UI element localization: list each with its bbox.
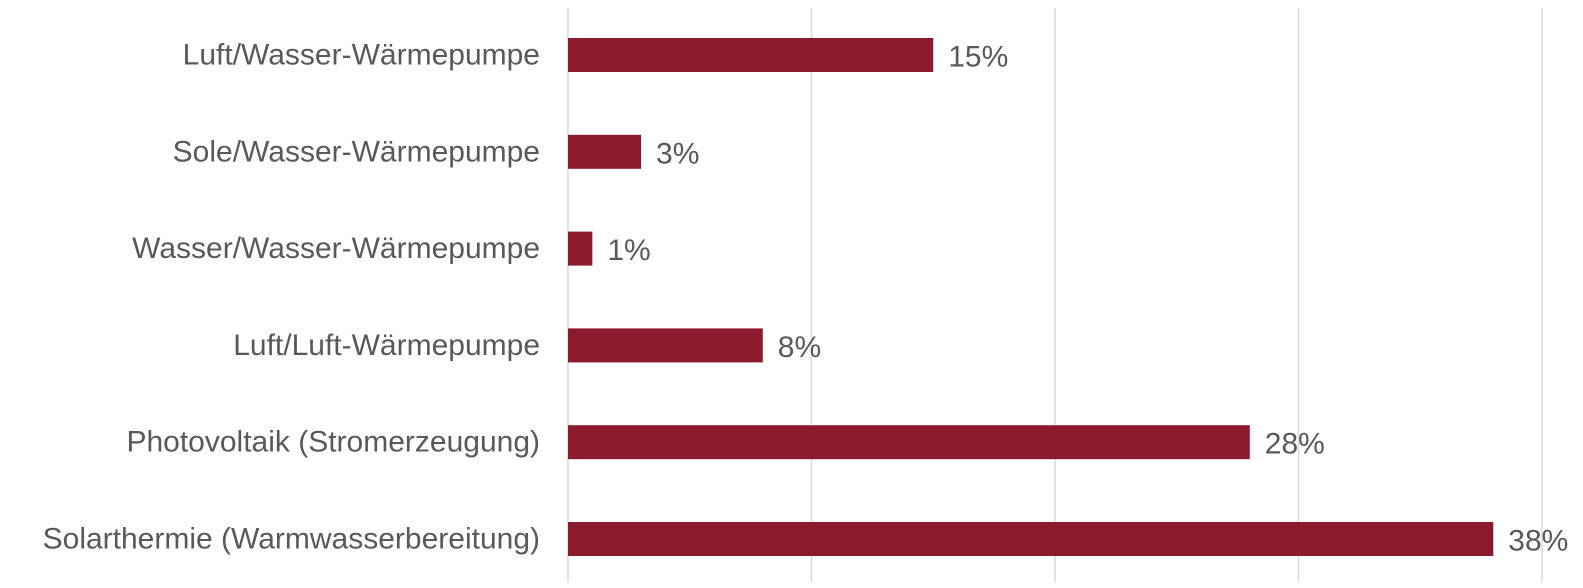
bar (568, 522, 1494, 556)
category-label: Solarthermie (Warmwasserbereitung) (43, 523, 540, 556)
category-label: Luft/Wasser-Wärmepumpe (183, 39, 540, 72)
data-label: 1% (607, 234, 650, 267)
category-label: Sole/Wasser-Wärmepumpe (173, 135, 540, 168)
data-label: 15% (948, 41, 1008, 74)
category-label: Luft/Luft-Wärmepumpe (233, 329, 540, 362)
bar (568, 231, 593, 266)
gridlines (567, 8, 1543, 582)
bar (568, 134, 642, 169)
bar (568, 38, 934, 72)
bar (568, 328, 763, 363)
category-label: Wasser/Wasser-Wärmepumpe (132, 232, 540, 265)
data-label: 28% (1265, 428, 1325, 461)
bar (568, 425, 1250, 460)
category-label: Photovoltaik (Stromerzeugung) (126, 426, 540, 459)
value-labels: 15% 3% 1% 8% 28% 38% (607, 41, 1568, 558)
category-labels: Luft/Wasser-Wärmepumpe Sole/Wasser-Wärmep… (43, 39, 540, 556)
data-label: 38% (1508, 525, 1568, 558)
data-label: 8% (778, 331, 821, 364)
data-label: 3% (656, 137, 699, 170)
bars (568, 38, 1494, 556)
